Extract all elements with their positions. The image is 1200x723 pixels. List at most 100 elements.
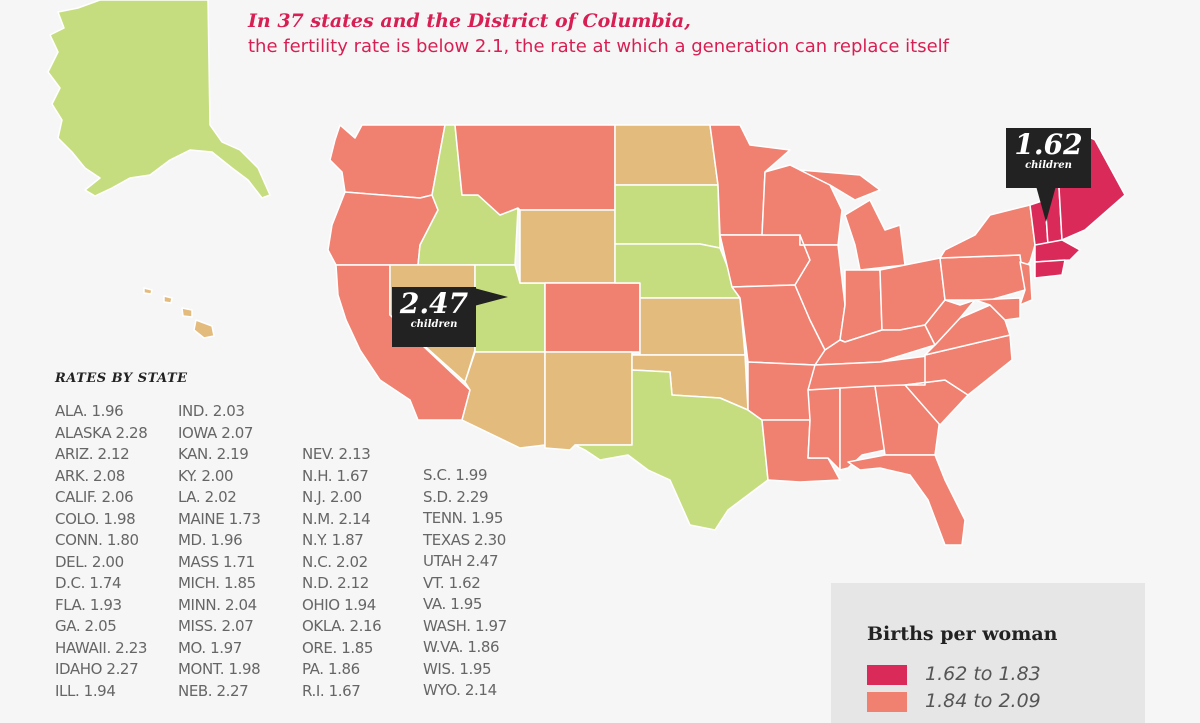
- state-rate-item: OHIO 1.94: [302, 595, 376, 614]
- state-rate-item: MISS. 2.07: [178, 617, 254, 635]
- rates-column-4: S.C. 1.99 S.D. 2.29 TENN. 1.95 TEXAS 2.30 UT…: [423, 465, 507, 702]
- state-rate-item: N.Y. 1.87: [302, 531, 364, 549]
- us-fertility-map: [47, 0, 1126, 546]
- state-rate-item: N.M. 2.14: [302, 509, 371, 528]
- state-texas: [574, 369, 769, 531]
- state-rate-item: NEB. 2.27: [178, 681, 249, 700]
- state-rate-item: GA. 2.05: [55, 617, 117, 635]
- headline-subtitle: the fertility rate is below 2.1, the rat…: [248, 36, 949, 57]
- new-england-callout: 1.62 children: [1006, 128, 1091, 188]
- state-rate-item: COLO. 1.98: [55, 509, 136, 528]
- state-rate-item: NEV. 2.13: [302, 445, 371, 463]
- state-rate-item: R.I. 1.67: [302, 681, 361, 700]
- state-rate-item: MINN. 2.04: [178, 595, 257, 614]
- legend-label: 1.84 to 2.09: [925, 690, 1041, 712]
- state-florida: [847, 454, 966, 546]
- state-rate-item: ORE. 1.85: [302, 638, 374, 657]
- state-south-dakota: [614, 184, 721, 249]
- utah-callout-unit: children: [410, 319, 458, 330]
- state-michigan: [844, 199, 906, 271]
- state-rate-item: D.C. 1.74: [55, 574, 122, 592]
- state-rate-item: MASS 1.71: [178, 552, 255, 571]
- state-iowa: [719, 234, 811, 288]
- state-arizona: [461, 351, 546, 449]
- headline-emphasis: In 37 states and the District of Columbi…: [248, 10, 691, 32]
- state-rate-item: TEXAS 2.30: [423, 530, 506, 549]
- state-wyoming: [519, 209, 616, 284]
- rates-by-state-title: RATES BY STATE: [55, 371, 188, 386]
- state-rate-item: S.D. 2.29: [423, 487, 489, 506]
- legend-swatch: [867, 692, 907, 712]
- state-illinois: [794, 234, 846, 351]
- state-rate-item: WIS. 1.95: [423, 659, 492, 678]
- state-rate-item: PA. 1.86: [302, 660, 360, 678]
- state-new-jersey: [1019, 261, 1033, 306]
- headline: In 37 states and the District of Columbi…: [248, 8, 949, 60]
- utah-callout-value: 2.47: [399, 287, 469, 320]
- state-rate-item: ILL. 1.94: [55, 681, 116, 700]
- state-rate-item: N.C. 2.02: [302, 552, 368, 571]
- rates-column-1: ALA. 1.96 ALASKA 2.28 ARIZ. 2.12 ARK. 2.08 C…: [55, 401, 148, 702]
- utah-callout-pointer: [474, 288, 508, 306]
- state-north-carolina: [904, 334, 1013, 396]
- state-rate-item: MICH. 1.85: [178, 574, 256, 592]
- state-rate-item: ALA. 1.96: [55, 402, 124, 420]
- state-rate-item: IDAHO 2.27: [55, 660, 139, 678]
- state-rate-item: ALASKA 2.28: [55, 423, 148, 442]
- state-rate-item: KY. 2.00: [178, 466, 234, 485]
- state-rate-item: CONN. 1.80: [55, 531, 139, 549]
- state-rate-item: ARK. 2.08: [55, 466, 125, 485]
- state-rate-item: DEL. 2.00: [55, 552, 124, 571]
- state-indiana: [839, 269, 883, 343]
- state-arkansas: [747, 361, 816, 421]
- state-rate-item: MD. 1.96: [178, 531, 243, 549]
- state-michigan-upper: [799, 169, 881, 201]
- state-rate-item: IOWA 2.07: [178, 423, 254, 442]
- legend-swatch: [867, 665, 907, 685]
- state-hawaii: [193, 319, 215, 339]
- state-rate-item: WYO. 2.14: [423, 681, 497, 699]
- state-rate-item: N.J. 2.00: [302, 488, 362, 506]
- state-rate-item: VA. 1.95: [423, 595, 483, 613]
- state-georgia: [874, 384, 941, 456]
- state-hawaii-oahu: [163, 295, 173, 304]
- state-rate-item: OKLA. 2.16: [302, 617, 382, 635]
- new-england-callout-unit: children: [1025, 160, 1072, 171]
- new-england-callout-pointer: [1036, 186, 1056, 222]
- state-new-york: [939, 204, 1036, 271]
- legend-title: Births per woman: [867, 623, 1058, 645]
- state-rate-item: UTAH 2.47: [423, 552, 499, 570]
- state-rate-item: MAINE 1.73: [178, 509, 261, 528]
- new-england-callout-value: 1.62: [1014, 128, 1083, 161]
- state-washington: [329, 124, 446, 199]
- state-mississippi: [807, 387, 841, 471]
- state-colorado: [544, 282, 641, 353]
- state-pennsylvania: [939, 254, 1026, 301]
- state-rate-item: TENN. 1.95: [423, 509, 504, 527]
- state-maryland: [974, 297, 1021, 321]
- utah-callout: 2.47 children: [392, 287, 476, 347]
- state-rate-item: VT. 1.62: [423, 573, 481, 592]
- rates-column-2: IND. 2.03 IOWA 2.07 KAN. 2.19 KY. 2.00 LA. 2…: [178, 401, 261, 702]
- state-alaska: [47, 0, 271, 199]
- state-north-dakota: [614, 124, 719, 186]
- rates-column-3: NEV. 2.13 N.H. 1.67 N.J. 2.00 N.M. 2.14 N.Y.…: [302, 444, 382, 702]
- state-massachusetts: [1034, 239, 1081, 263]
- state-rate-item: S.C. 1.99: [423, 466, 488, 484]
- state-rate-item: ARIZ. 2.12: [55, 445, 130, 463]
- state-hawaii-maui: [181, 307, 193, 318]
- state-rate-item: HAWAII. 2.23: [55, 638, 147, 657]
- state-connecticut: [1034, 259, 1066, 279]
- state-rate-item: CALIF. 2.06: [55, 488, 134, 506]
- state-rate-item: IND. 2.03: [178, 402, 245, 420]
- state-rate-item: LA. 2.02: [178, 488, 237, 506]
- legend: Births per woman 1.62 to 1.83 1.84 to 2.…: [831, 583, 1145, 723]
- state-kansas: [639, 297, 746, 356]
- state-rate-item: N.H. 1.67: [302, 466, 369, 485]
- state-rate-item: MO. 1.97: [178, 638, 242, 657]
- state-hawaii-kauai: [143, 287, 153, 295]
- state-rate-item: FLA. 1.93: [55, 595, 122, 614]
- state-rate-item: KAN. 2.19: [178, 445, 249, 463]
- state-rate-item: WASH. 1.97: [423, 616, 507, 635]
- state-rate-item: N.D. 2.12: [302, 574, 369, 592]
